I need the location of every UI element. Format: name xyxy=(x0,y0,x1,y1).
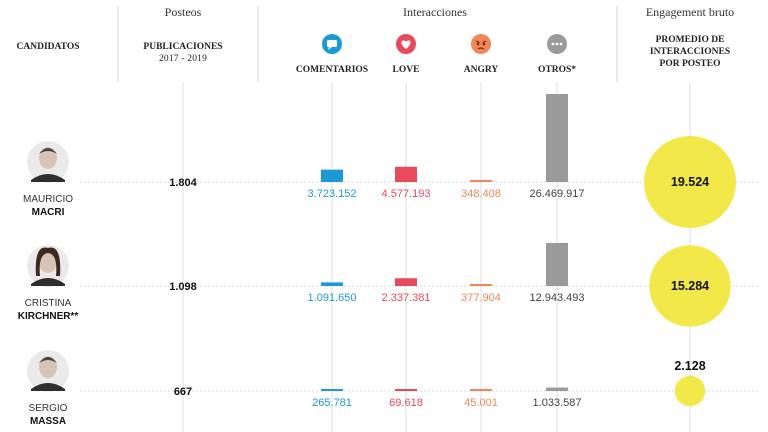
interaction-bar xyxy=(470,389,492,391)
category-label: ANGRY xyxy=(464,65,499,75)
interaction-bar xyxy=(321,282,343,286)
interaction-value-label: 377.904 xyxy=(461,292,501,304)
engagement-col-header-line1: PROMEDIO DE xyxy=(656,35,725,45)
interaction-category-headers: COMENTARIOS LOVE ANGRY OTROS* xyxy=(296,34,576,75)
engagement-group-header: Engagement bruto xyxy=(646,5,734,19)
posts-count: 1.098 xyxy=(169,281,197,293)
interaction-value-label: 45.001 xyxy=(464,397,498,409)
interaction-bar xyxy=(546,242,568,286)
category-label: OTROS* xyxy=(538,65,576,75)
interaction-value-label: 69.618 xyxy=(389,397,423,409)
category-label: LOVE xyxy=(393,65,420,75)
candidate-first-name: SERGIO xyxy=(29,403,68,414)
engagement-col-header-line2: INTERACCIONES xyxy=(650,47,730,57)
candidate-rows: MAURICIO MACRI 1.804 3.723.152 4.577.193 348.… xyxy=(18,94,736,427)
angry-face-icon xyxy=(471,34,491,54)
candidates-header: CANDIDATOS xyxy=(17,42,80,52)
candidate-first-name: MAURICIO xyxy=(23,194,73,205)
interaction-value-label: 265.781 xyxy=(312,397,352,409)
interaction-value-label: 4.577.193 xyxy=(382,188,431,200)
header: CANDIDATOS Posteos PUBLICACIONES 2017 - … xyxy=(17,5,735,75)
posts-group-header: Posteos xyxy=(165,5,202,19)
candidate-first-name: CRISTINA xyxy=(25,298,72,309)
interaction-bar xyxy=(321,389,343,391)
interaction-bar xyxy=(546,94,568,182)
engagement-bubble xyxy=(649,245,731,327)
engagement-value-label: 2.128 xyxy=(674,359,705,373)
avatar xyxy=(27,350,69,392)
engagement-value-label: 15.284 xyxy=(671,279,709,293)
interaction-value-label: 1.091.650 xyxy=(308,292,357,304)
engagement-col-header-line3: POR POSTEO xyxy=(660,59,721,69)
interaction-bar xyxy=(395,166,417,182)
engagement-bubble xyxy=(674,375,706,407)
candidate-row: CRISTINA KIRCHNER** 1.098 1.091.650 2.337.38… xyxy=(18,242,731,327)
avatar xyxy=(27,245,69,287)
interaction-bar xyxy=(321,169,343,182)
candidate-last-name: MASSA xyxy=(30,416,66,427)
interaction-bar xyxy=(546,387,568,391)
candidate-last-name: KIRCHNER** xyxy=(18,311,79,322)
posts-count: 1.804 xyxy=(169,177,197,189)
category-label: COMENTARIOS xyxy=(296,65,368,75)
interaction-value-label: 2.337.381 xyxy=(382,292,431,304)
candidate-row: MAURICIO MACRI 1.804 3.723.152 4.577.193 348.… xyxy=(23,94,736,228)
ellipsis-icon xyxy=(547,34,567,54)
heart-icon xyxy=(396,34,416,54)
avatar xyxy=(27,141,69,183)
interaction-bar xyxy=(395,389,417,391)
interactions-group-header: Interacciones xyxy=(403,5,467,19)
interaction-bar xyxy=(470,284,492,286)
posts-count: 667 xyxy=(174,386,192,398)
candidate-last-name: MACRI xyxy=(32,207,65,218)
posts-col-header-line1: PUBLICACIONES xyxy=(143,42,222,52)
interaction-value-label: 1.033.587 xyxy=(533,397,582,409)
interaction-value-label: 26.469.917 xyxy=(529,188,584,200)
candidate-row: SERGIO MASSA 667 265.781 69.618 45.001 1.033.5… xyxy=(27,350,706,427)
posts-col-header-line2: 2017 - 2019 xyxy=(159,54,207,64)
interaction-value-label: 12.943.493 xyxy=(529,292,584,304)
engagement-bubble xyxy=(644,136,736,228)
engagement-value-label: 19.524 xyxy=(671,175,709,189)
interaction-value-label: 3.723.152 xyxy=(308,188,357,200)
speech-bubble-icon xyxy=(322,34,342,54)
interaction-value-label: 348.408 xyxy=(461,188,501,200)
interaction-bar xyxy=(470,180,492,182)
interaction-bar xyxy=(395,278,417,286)
gridlines xyxy=(80,6,760,432)
